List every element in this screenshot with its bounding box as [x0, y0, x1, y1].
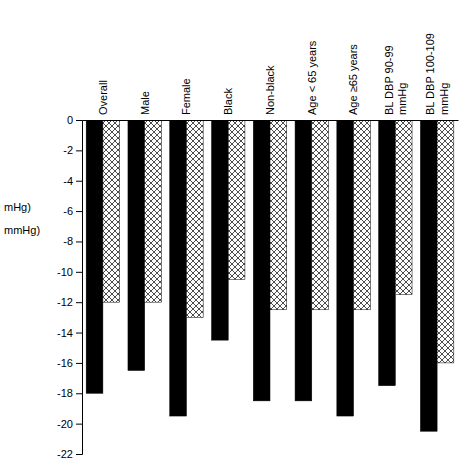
y-tick-label: -16 [57, 357, 73, 369]
bar [86, 120, 103, 393]
y-tick-label: -12 [57, 296, 73, 308]
bar [420, 120, 437, 431]
bar [212, 120, 229, 340]
y-tick-label: 0 [67, 114, 73, 126]
chart: 0 -2 -4 -6 -8 -10 -12 -14 -16 -18 -20 -22 Overall Mal… [0, 0, 474, 474]
bar [145, 120, 162, 302]
y-tick-label: -14 [57, 327, 73, 339]
y-tick: 0 [67, 114, 82, 126]
x-tick: Non-black [264, 65, 276, 120]
y-tick: -12 [57, 296, 82, 308]
bar [128, 120, 145, 371]
y-tick-mark [76, 272, 82, 273]
y-tick: -10 [57, 266, 82, 278]
y-tick: -2 [63, 144, 82, 156]
y-tick: -22 [57, 448, 82, 460]
y-tick: -16 [57, 357, 82, 369]
x-tick-label: Black [222, 88, 234, 115]
bar [228, 120, 245, 279]
y-tick-label: -20 [57, 418, 73, 430]
x-axis-line [83, 120, 459, 121]
y-tick-mark [76, 302, 82, 303]
annotation: mmHg) [4, 224, 40, 236]
x-tick: Female [180, 78, 192, 120]
x-tick: Age < 65 years [306, 40, 318, 120]
x-tick: Male [139, 91, 151, 120]
y-tick: -18 [57, 387, 82, 399]
x-tick: Overall [97, 80, 109, 120]
x-tick-label: Non-black [264, 65, 276, 115]
x-tick: Age ≥65 years [347, 44, 359, 120]
y-tick: -4 [63, 175, 82, 187]
y-axis-line [76, 121, 83, 455]
y-tick-label: -2 [63, 144, 73, 156]
y-tick-mark [76, 181, 82, 182]
y-tick-label: -8 [63, 235, 73, 247]
x-tick-label: Age < 65 years [306, 40, 318, 115]
bar [186, 120, 203, 317]
x-tick: BL DBP 90-99mmHg [383, 45, 408, 120]
y-tick-label: -4 [63, 175, 73, 187]
y-tick-mark [76, 424, 82, 425]
y-tick: -20 [57, 418, 82, 430]
y-tick-mark [76, 120, 82, 121]
y-tick-mark [76, 150, 82, 151]
x-tick-label: BL DBP 100-109mmHg [424, 33, 449, 115]
y-tick-mark [76, 454, 82, 455]
x-tick-label: Male [139, 91, 151, 115]
bar [337, 120, 354, 416]
y-tick-label: -22 [57, 448, 73, 460]
bar [312, 120, 329, 310]
y-tick-mark [76, 393, 82, 394]
y-tick: -6 [63, 205, 82, 217]
bar [354, 120, 371, 310]
x-tick-label: Overall [97, 80, 109, 115]
bar [170, 120, 187, 416]
y-tick-label: -18 [57, 387, 73, 399]
plot: 0 -2 -4 -6 -8 -10 -12 -14 -16 -18 -20 -22 Overall Mal… [57, 33, 458, 460]
y-axis: 0 -2 -4 -6 -8 -10 -12 -14 -16 -18 -20 -22 [57, 114, 82, 460]
y-tick-mark [76, 333, 82, 334]
bar [395, 120, 412, 295]
bar [437, 120, 454, 363]
x-tick-label: Age ≥65 years [347, 44, 359, 115]
bar [295, 120, 312, 401]
y-tick-label: -10 [57, 266, 73, 278]
bar [103, 120, 120, 302]
annotation: mHg) [4, 201, 31, 213]
x-tick-label: Female [180, 78, 192, 115]
x-tick: BL DBP 100-109mmHg [424, 33, 449, 120]
bar [253, 120, 270, 401]
x-axis: Overall Male Female Black Non-black Age < 65 … [83, 33, 459, 120]
y-tick-label: -6 [63, 205, 73, 217]
y-tick: -14 [57, 327, 82, 339]
bar [270, 120, 287, 310]
x-tick-label: BL DBP 90-99mmHg [383, 45, 408, 115]
bars [86, 120, 454, 431]
y-tick: -8 [63, 235, 82, 247]
bar [379, 120, 396, 386]
y-tick-mark [76, 241, 82, 242]
x-tick: Black [222, 88, 234, 120]
y-tick-mark [76, 363, 82, 364]
y-tick-mark [76, 211, 82, 212]
